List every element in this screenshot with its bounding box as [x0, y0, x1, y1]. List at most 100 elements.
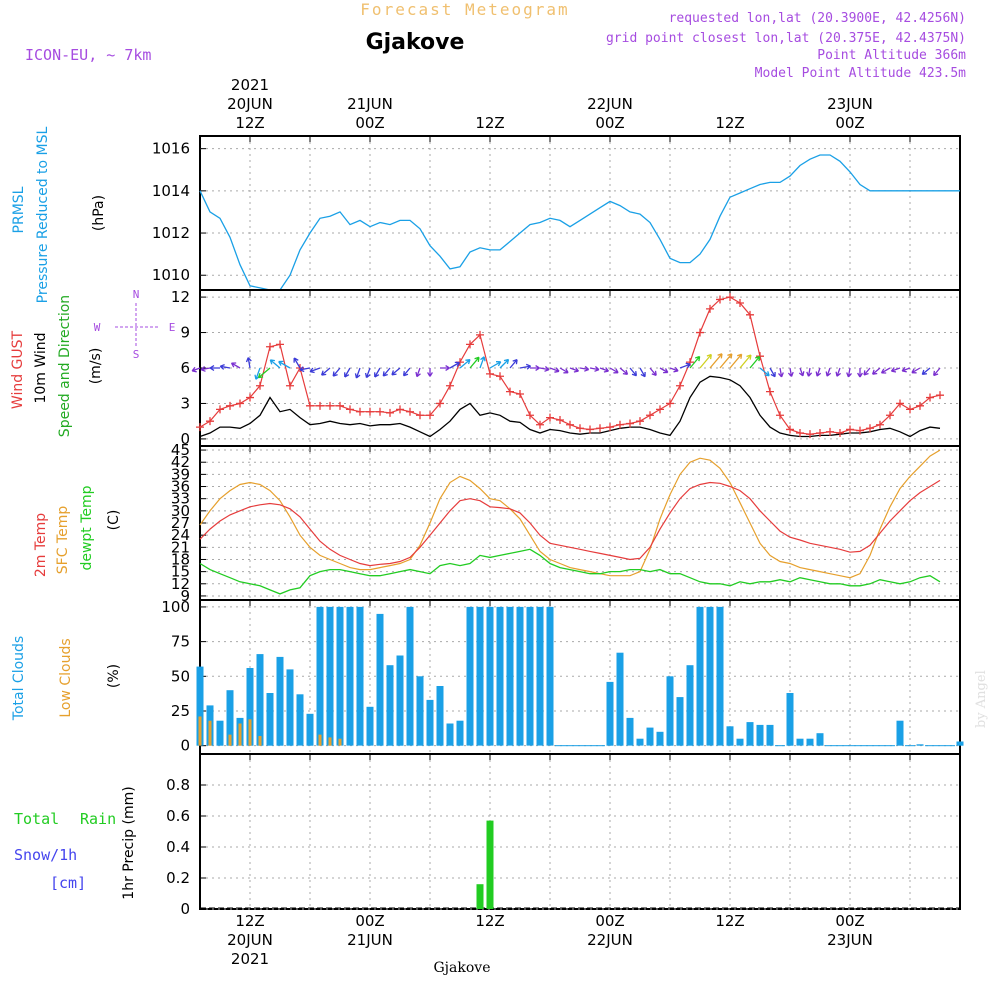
gust-point — [346, 405, 354, 414]
prmsl-label: PRMSL — [11, 186, 27, 233]
wind-direction-arrow — [469, 356, 480, 369]
bottom-time-label: 00Z — [355, 912, 384, 930]
wind-direction-arrow — [427, 368, 433, 377]
y-tick-label: 0 — [180, 430, 190, 448]
gust-point — [826, 427, 834, 436]
wind-direction-arrow — [569, 367, 580, 373]
wind-direction-arrow — [415, 367, 421, 378]
total-cloud-bar — [336, 606, 344, 746]
wind-direction-arrow — [449, 361, 461, 369]
total-cloud-bar — [406, 606, 414, 746]
wind-direction-arrow — [191, 366, 201, 373]
total-cloud-bar — [696, 606, 704, 746]
gust-point — [326, 401, 334, 410]
total-cloud-bar — [616, 652, 624, 746]
gust-point — [616, 420, 624, 429]
gust-point — [766, 387, 774, 396]
wind-direction-arrow — [354, 367, 361, 379]
total-cloud-bar — [726, 726, 734, 746]
total-cloud-bar — [816, 733, 824, 746]
cm-label: [cm] — [50, 874, 86, 892]
y-tick-label: 12 — [171, 288, 190, 306]
low-cloud-bar — [238, 723, 242, 746]
wind-direction-arrow — [530, 365, 540, 371]
gust-point — [936, 391, 944, 400]
wind-direction-arrow — [719, 353, 733, 369]
total-cloud-bar — [766, 724, 774, 746]
total-label: Total — [14, 810, 59, 828]
top-time-label: 22JUN — [587, 95, 633, 113]
pressure-panel-labels: PRMSL Pressure Reduced to MSL (hPa) — [11, 126, 107, 303]
gust-point — [716, 295, 724, 304]
total-cloud-bar — [786, 693, 794, 746]
c-unit: (C) — [106, 510, 122, 531]
total-cloud-bar — [246, 668, 254, 746]
wind-direction-arrow — [769, 367, 776, 378]
clouds-panel-labels: Total Clouds Low Clouds (%) — [11, 636, 122, 721]
total-cloud-bar — [646, 727, 654, 746]
gust-point — [866, 424, 874, 433]
wind-direction-arrow — [344, 367, 351, 378]
low-cloud-bar — [338, 738, 342, 746]
total-cloud-bar — [446, 723, 454, 746]
total-cloud-bar — [226, 690, 234, 746]
total-cloud-bar — [356, 606, 364, 746]
gust-point — [916, 401, 924, 410]
wind-direction-arrow — [911, 367, 921, 374]
gust-point — [646, 411, 654, 420]
gust-point — [486, 369, 494, 378]
ms-unit: (m/s) — [88, 348, 104, 385]
bottom-time-label: 20JUN — [227, 931, 273, 949]
total-cloud-bar — [506, 606, 514, 746]
total-cloud-bar — [256, 654, 264, 746]
wind-direction-arrow — [787, 367, 794, 377]
y-tick-label: 39 — [171, 465, 190, 483]
clouds-panel: 0 25 50 75 100 — [161, 598, 964, 755]
gust-point — [886, 411, 894, 420]
total-cloud-bar — [956, 741, 964, 746]
sfc-temp-line — [199, 449, 941, 579]
pressure-panel: 1010 1012 1014 1016 — [152, 135, 961, 291]
low-cloud-bar — [208, 720, 212, 746]
rain-bar — [476, 884, 484, 909]
gust-point — [846, 425, 854, 434]
total-cloud-bar — [316, 606, 324, 746]
gust-point — [906, 405, 914, 414]
total-cloud-bar — [546, 606, 554, 746]
bottom-time-label: 21JUN — [347, 931, 393, 949]
gust-point — [676, 381, 684, 390]
total-cloud-bar — [606, 681, 614, 746]
low-cloud-bar — [328, 737, 332, 746]
y-tick-label: 3 — [180, 394, 190, 412]
wind10-line — [199, 375, 941, 438]
gust-point — [206, 417, 214, 426]
low-clouds-label: Low Clouds — [58, 638, 74, 717]
precip-unit-label: 1hr Precip (mm) — [121, 786, 137, 899]
total-cloud-bar — [806, 738, 814, 746]
rain-bar — [486, 820, 494, 909]
wind-direction-arrow — [806, 367, 813, 377]
dewpt-temp-label: dewpt Temp — [79, 485, 95, 570]
total-cloud-bar — [656, 731, 664, 746]
bottom-time-label: 22JUN — [587, 931, 633, 949]
wind-direction-arrow — [835, 367, 842, 377]
wind-direction-arrow — [649, 367, 657, 377]
total-clouds-label: Total Clouds — [11, 636, 27, 721]
total-cloud-bar — [716, 606, 724, 746]
y-tick-label: 25 — [171, 702, 190, 720]
gust-line — [199, 296, 941, 435]
wind-direction-arrow — [364, 367, 371, 379]
wind-direction-arrow — [549, 367, 560, 373]
y-tick-label: 50 — [171, 667, 190, 685]
panel-frame — [199, 753, 961, 910]
total-cloud-bar — [796, 738, 804, 746]
gust-point — [636, 417, 644, 426]
y-tick-label: 0.6 — [166, 807, 190, 825]
wind-direction-arrow — [599, 367, 610, 373]
total-cloud-bar — [516, 606, 524, 746]
gust-point — [566, 420, 574, 429]
wind-direction-arrow — [669, 366, 679, 373]
product-title: Forecast Meteogram — [360, 0, 569, 19]
